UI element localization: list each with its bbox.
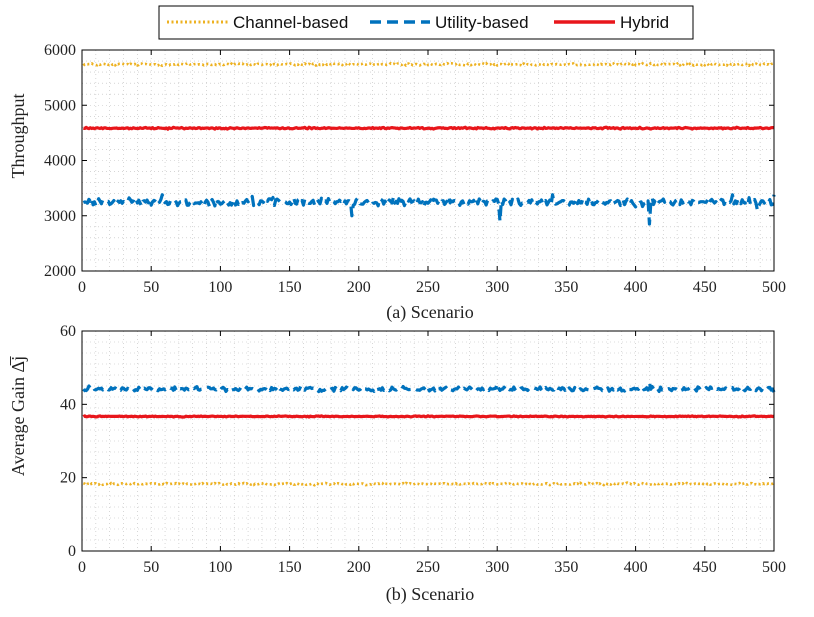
x-tick-label: 450 [693,279,717,296]
grid [81,49,775,272]
legend: Channel-based Utility-based Hybrid [158,5,694,40]
y-tick-label: 6000 [44,42,76,59]
panel-b: Average Gain Δ̅j (b) Scenario 0 50 100 150 2… [8,323,786,605]
y-tick-label: 0 [68,543,76,560]
x-tick-label: 500 [762,559,786,576]
panel-a-xlabel: (a) Scenario [386,302,473,323]
y-tick-label: 2000 [44,263,76,280]
panel-b-xlabel: (b) Scenario [386,584,474,605]
x-tick-label: 400 [624,279,648,296]
x-tick-label: 300 [485,559,509,576]
legend-label-channel: Channel-based [233,13,348,32]
series-channel-based-line [82,61,775,68]
x-tick-label: 50 [143,559,159,576]
x-tick-label: 250 [416,279,440,296]
series-hybrid-line [83,125,775,131]
series-utility-based-line [82,193,776,226]
x-tick-label: 500 [762,279,786,296]
x-tick-label: 200 [347,279,371,296]
y-tick-label: 20 [60,470,76,487]
y-tick-label: 60 [60,323,76,340]
panel-b-ylabel: Average Gain Δ̅j [8,356,28,476]
legend-label-hybrid: Hybrid [620,13,669,32]
panel-a: Throughput (a) Scenario 0 50 100 150 200 250 3… [8,42,786,323]
x-tick-label: 100 [208,559,232,576]
y-tick-label: 4000 [44,153,76,170]
x-tick-label: 100 [208,279,232,296]
x-tick-label: 0 [78,279,86,296]
x-tick-label: 350 [554,279,578,296]
x-tick-label: 200 [347,559,371,576]
x-tick-label: 150 [278,279,302,296]
x-tick-label: 350 [554,559,578,576]
x-tick-label: 300 [485,279,509,296]
x-tick-label: 150 [278,559,302,576]
series-utility-based-line [82,380,776,394]
series-channel-based-line [82,481,775,487]
x-tick-label: 450 [693,559,717,576]
x-tick-label: 250 [416,559,440,576]
series-hybrid-line [82,414,775,419]
x-tick-label: 50 [143,279,159,296]
y-tick-label: 40 [60,396,76,413]
grid [81,330,775,552]
panel-a-ylabel: Throughput [8,94,28,179]
y-tick-label: 5000 [44,97,76,114]
y-tick-label: 3000 [44,208,76,225]
legend-label-utility: Utility-based [435,13,529,32]
x-tick-label: 400 [624,559,648,576]
x-tick-label: 0 [78,559,86,576]
